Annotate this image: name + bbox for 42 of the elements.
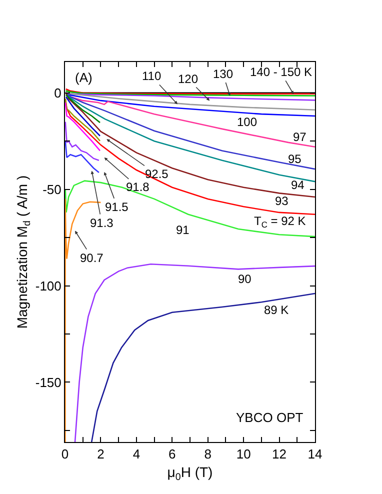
line-series (65, 96, 101, 137)
x-tick-label: 8 (204, 446, 212, 462)
x-tick-label: 12 (272, 446, 287, 462)
annotation: 140 - 150 K (250, 65, 312, 79)
annotation: 100 (237, 115, 258, 129)
annotation: 93 (275, 194, 289, 208)
annotation: 94 (291, 178, 305, 192)
x-tick-label: 10 (236, 446, 251, 462)
x-axis-title: μ$_{0}$H (T) (167, 464, 213, 483)
annotation: 110 (142, 69, 162, 83)
annotation: 92.5 (145, 167, 169, 181)
annotation: 90 (238, 272, 252, 286)
annotation: 120 (178, 72, 198, 86)
annotation: T$_{C}$ = 92 K (254, 214, 306, 230)
x-tick-label: 6 (168, 446, 176, 462)
line-series (65, 98, 101, 142)
annotation: 91.3 (90, 216, 114, 230)
annotation: 97 (293, 130, 307, 144)
annotation: 91 (176, 223, 190, 237)
annotation: 90.7 (80, 251, 104, 265)
line-series (65, 140, 100, 174)
line-series (74, 264, 315, 442)
y-tick-label: -100 (35, 278, 62, 294)
annotation: 95 (288, 152, 302, 166)
x-tick-label: 14 (308, 446, 322, 462)
x-tick-label: 4 (132, 446, 140, 462)
annotation: (A) (75, 70, 92, 85)
annotation: 91.5 (105, 200, 129, 214)
annotation: 130 (213, 67, 234, 81)
line-series (65, 94, 101, 124)
line-series (90, 292, 315, 442)
annotation: 89 K (264, 303, 289, 317)
y-tick-label: -150 (35, 374, 62, 390)
line-series (65, 180, 315, 238)
annotation: YBCO OPT (236, 410, 304, 425)
y-tick-label: -50 (42, 182, 62, 197)
line-series (65, 102, 101, 152)
x-tick-label: 2 (97, 446, 104, 462)
line-series (65, 121, 100, 162)
line-series (65, 92, 315, 110)
annotation: 91.8 (126, 180, 150, 194)
y-tick-label: 0 (54, 85, 62, 100)
